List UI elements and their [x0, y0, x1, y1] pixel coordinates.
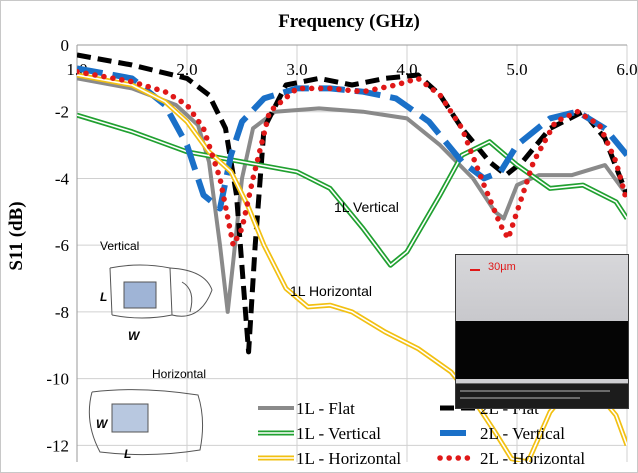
y-tick-label: -2 [55, 103, 69, 122]
legend-label: 2L - Horizontal [480, 449, 585, 468]
legend-label: 1L - Vertical [296, 424, 381, 443]
series-line-1l-vertical-inner [77, 114, 627, 266]
y-tick-label: -4 [55, 169, 70, 188]
series-line-2l-vertical [77, 65, 627, 212]
series-line-2l-horizontal [77, 68, 627, 248]
legend-label: 1L - Horizontal [296, 449, 401, 468]
sem-micrograph-inset: 30µm [455, 254, 629, 409]
y-tick-label: -8 [55, 303, 69, 322]
sem-scale-label: 30µm [488, 261, 516, 273]
vertical-width-label: W [128, 329, 141, 343]
horizontal-bend-diagram: Horizontal W L [88, 367, 206, 461]
horizontal-length-label: L [124, 447, 131, 461]
series-line-2l-flat [77, 52, 627, 355]
chart-title: Frequency (GHz) [278, 11, 420, 32]
horizontal-width-label: W [96, 417, 109, 431]
horizontal-cylinder-outline [88, 389, 204, 456]
sem-substrate-layer [456, 321, 628, 379]
horizontal-diagram-label: Horizontal [152, 367, 206, 381]
x-tick-label: 2.0 [176, 60, 197, 79]
sem-info-line [460, 390, 610, 392]
sem-info-bar [456, 383, 628, 408]
sem-scale-bar [470, 269, 480, 271]
x-tick-label: 5.0 [506, 60, 527, 79]
vertical-patch [123, 281, 157, 309]
y-tick-label: 0 [61, 36, 70, 55]
annotation-1l-horizontal: 1L Horizontal [290, 283, 372, 299]
legend-label: 1L - Flat [296, 399, 355, 418]
sem-film-layer [456, 255, 628, 321]
annotation-1l-vertical: 1L Vertical [334, 199, 399, 215]
y-tick-label: -10 [46, 370, 69, 389]
vertical-cylinder-outline [109, 264, 173, 319]
x-tick-label: 3.0 [286, 60, 307, 79]
vertical-length-label: L [100, 290, 107, 304]
sem-info-line [460, 397, 580, 399]
legend-label: 2L - Vertical [480, 424, 565, 443]
y-tick-label: -6 [55, 236, 69, 255]
horizontal-patch [111, 403, 149, 433]
y-axis-label: S11 (dB) [6, 201, 27, 270]
x-tick-label: 6.0 [616, 60, 637, 79]
y-tick-label: -12 [46, 436, 69, 455]
vertical-cylinder-cutaway [169, 267, 213, 317]
vertical-bend-diagram: Vertical L W [100, 239, 213, 343]
vertical-diagram-label: Vertical [100, 239, 139, 253]
